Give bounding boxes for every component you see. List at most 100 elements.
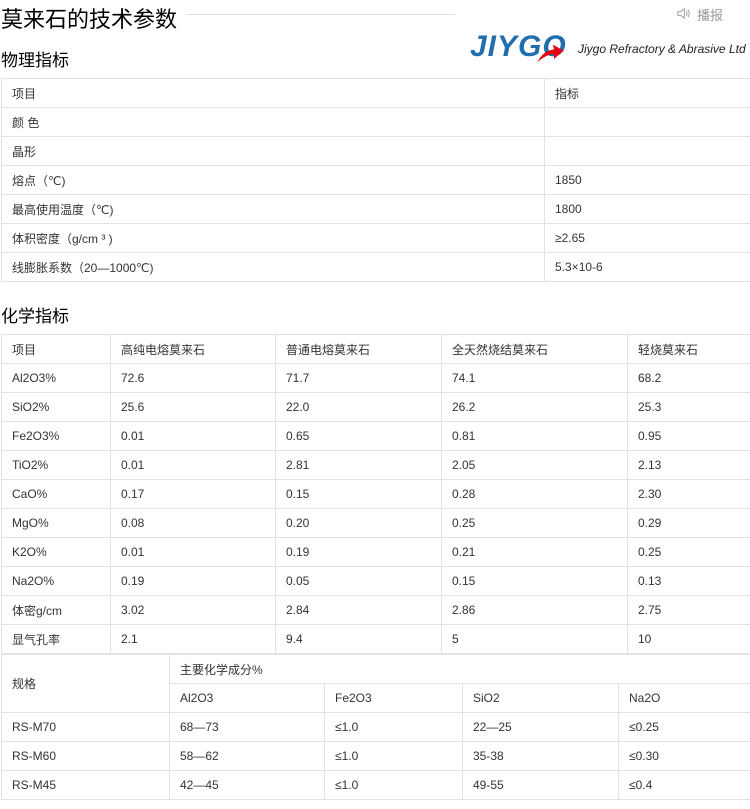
- value-cell: 0.25: [441, 508, 628, 538]
- row-label-cell: 显气孔率: [1, 624, 111, 654]
- chemical-table: 项目 高纯电熔莫来石 普通电熔莫来石 全天然烧结莫来石 轻烧莫来石 Al2O3% 72.6 7…: [1, 334, 750, 654]
- value-cell: 0.20: [275, 508, 442, 538]
- value-cell: 0.19: [110, 566, 276, 596]
- chemical-heading: 化学指标: [1, 307, 69, 327]
- value-cell: 1850: [544, 165, 750, 195]
- chemical-row: CaO% 0.17 0.15 0.28 2.30: [1, 479, 750, 509]
- value-cell: 2.30: [627, 479, 750, 509]
- row-label-cell: K2O%: [1, 537, 111, 567]
- value-cell: 72.6: [110, 363, 276, 393]
- value-cell: ≥2.65: [544, 223, 750, 253]
- chemical-row: TiO2% 0.01 2.81 2.05 2.13: [1, 450, 750, 480]
- physical-row: 线膨胀系数（20—1000℃) 5.3×10-6: [1, 252, 750, 282]
- value-cell: 全天然烧结莫来石: [441, 334, 628, 364]
- physical-row: 颜 色: [1, 107, 750, 137]
- value-cell: ≤1.0: [324, 770, 463, 800]
- value-cell: 26.2: [441, 392, 628, 422]
- value-cell: [544, 107, 750, 137]
- chemical-row: 体密g/cm 3.02 2.84 2.86 2.75: [1, 595, 750, 625]
- physical-table: 项目 指标颜 色晶形 熔点（℃) 1850 最高使用温度（℃) 1800 体积密度（g/cm…: [1, 78, 750, 282]
- value-cell: 74.1: [441, 363, 628, 393]
- value-cell: 10: [627, 624, 750, 654]
- value-cell: 0.21: [441, 537, 628, 567]
- chemical-header-row: 项目 高纯电熔莫来石 普通电熔莫来石 全天然烧结莫来石 轻烧莫来石: [1, 334, 750, 364]
- value-cell: 1800: [544, 194, 750, 224]
- row-label-cell: 熔点（℃): [1, 165, 545, 195]
- value-cell: 58—62: [169, 741, 325, 771]
- row-label-cell: Na2O%: [1, 566, 111, 596]
- value-cell: 42—45: [169, 770, 325, 800]
- row-label-cell: 晶形: [1, 136, 545, 166]
- row-label-cell: CaO%: [1, 479, 111, 509]
- value-cell: 22—25: [462, 712, 619, 742]
- value-cell: 2.1: [110, 624, 276, 654]
- spec-col-header: 规格: [1, 654, 170, 713]
- spec-subheader-cell: Al2O3: [169, 683, 325, 713]
- physical-row: 体积密度（g/cm ³ ) ≥2.65: [1, 223, 750, 253]
- chemical-row: K2O% 0.01 0.19 0.21 0.25: [1, 537, 750, 567]
- row-label-cell: RS-M60: [1, 741, 170, 771]
- value-cell: 49-55: [462, 770, 619, 800]
- chemical-row: Al2O3% 72.6 71.7 74.1 68.2: [1, 363, 750, 393]
- value-cell: 68—73: [169, 712, 325, 742]
- value-cell: 9.4: [275, 624, 442, 654]
- physical-row: 晶形: [1, 136, 750, 166]
- value-cell: 0.15: [441, 566, 628, 596]
- speaker-icon: [676, 6, 691, 24]
- value-cell: ≤0.30: [617, 741, 750, 771]
- value-cell: 0.15: [275, 479, 442, 509]
- chemical-row: Na2O% 0.19 0.05 0.15 0.13: [1, 566, 750, 596]
- value-cell: 0.19: [275, 537, 442, 567]
- chemical-row: Fe2O3% 0.01 0.65 0.81 0.95: [1, 421, 750, 451]
- jiygo-logo: JIYGO Jiygo Refractory & Abrasive Ltd: [470, 30, 746, 76]
- value-cell: ≤1.0: [324, 741, 463, 771]
- value-cell: 高纯电熔莫来石: [110, 334, 276, 364]
- value-cell: 0.81: [441, 421, 628, 451]
- value-cell: 0.01: [110, 450, 276, 480]
- value-cell: 0.65: [275, 421, 442, 451]
- value-cell: 指标: [544, 78, 750, 108]
- value-cell: 0.08: [110, 508, 276, 538]
- row-label-cell: 项目: [1, 334, 111, 364]
- value-cell: 2.75: [627, 595, 750, 625]
- spec-table: 规格 主要化学成分% Al2O3 Fe2O3 SiO2 Na2O RS-M70 68—7…: [1, 654, 750, 800]
- chemical-row: MgO% 0.08 0.20 0.25 0.29: [1, 508, 750, 538]
- value-cell: 35-38: [462, 741, 619, 771]
- value-cell: ≤0.4: [617, 770, 750, 800]
- spec-row: RS-M60 58—62 ≤1.0 35-38 ≤0.30: [1, 741, 750, 771]
- value-cell: 2.84: [275, 595, 442, 625]
- physical-row: 最高使用温度（℃) 1800: [1, 194, 750, 224]
- play-button[interactable]: 播报: [676, 5, 723, 24]
- value-cell: 轻烧莫来石: [627, 334, 750, 364]
- value-cell: [544, 136, 750, 166]
- logo-tagline: Jiygo Refractory & Abrasive Ltd: [578, 42, 746, 56]
- divider: [186, 14, 455, 15]
- physical-row: 熔点（℃) 1850: [1, 165, 750, 195]
- value-cell: 0.05: [275, 566, 442, 596]
- value-cell: 0.13: [627, 566, 750, 596]
- chemical-row: SiO2% 25.6 22.0 26.2 25.3: [1, 392, 750, 422]
- logo-wordmark: JIYGO: [470, 30, 567, 63]
- row-label-cell: RS-M45: [1, 770, 170, 800]
- value-cell: 0.29: [627, 508, 750, 538]
- value-cell: 0.95: [627, 421, 750, 451]
- physical-header-row: 项目 指标: [1, 78, 750, 108]
- spec-subheader-cell: SiO2: [462, 683, 619, 713]
- value-cell: 2.86: [441, 595, 628, 625]
- spec-row: RS-M45 42—45 ≤1.0 49-55 ≤0.4: [1, 770, 750, 800]
- row-label-cell: 项目: [1, 78, 545, 108]
- value-cell: 0.28: [441, 479, 628, 509]
- value-cell: 2.13: [627, 450, 750, 480]
- row-label-cell: 颜 色: [1, 107, 545, 137]
- spec-subheader-cell: Na2O: [617, 683, 750, 713]
- value-cell: 0.17: [110, 479, 276, 509]
- row-label-cell: 体密g/cm: [1, 595, 111, 625]
- value-cell: ≤1.0: [324, 712, 463, 742]
- play-label: 播报: [697, 8, 724, 23]
- spec-subheader-cell: Fe2O3: [324, 683, 463, 713]
- value-cell: 25.3: [627, 392, 750, 422]
- value-cell: 2.81: [275, 450, 442, 480]
- row-label-cell: Fe2O3%: [1, 421, 111, 451]
- value-cell: 普通电熔莫来石: [275, 334, 442, 364]
- row-label-cell: 体积密度（g/cm ³ ): [1, 223, 545, 253]
